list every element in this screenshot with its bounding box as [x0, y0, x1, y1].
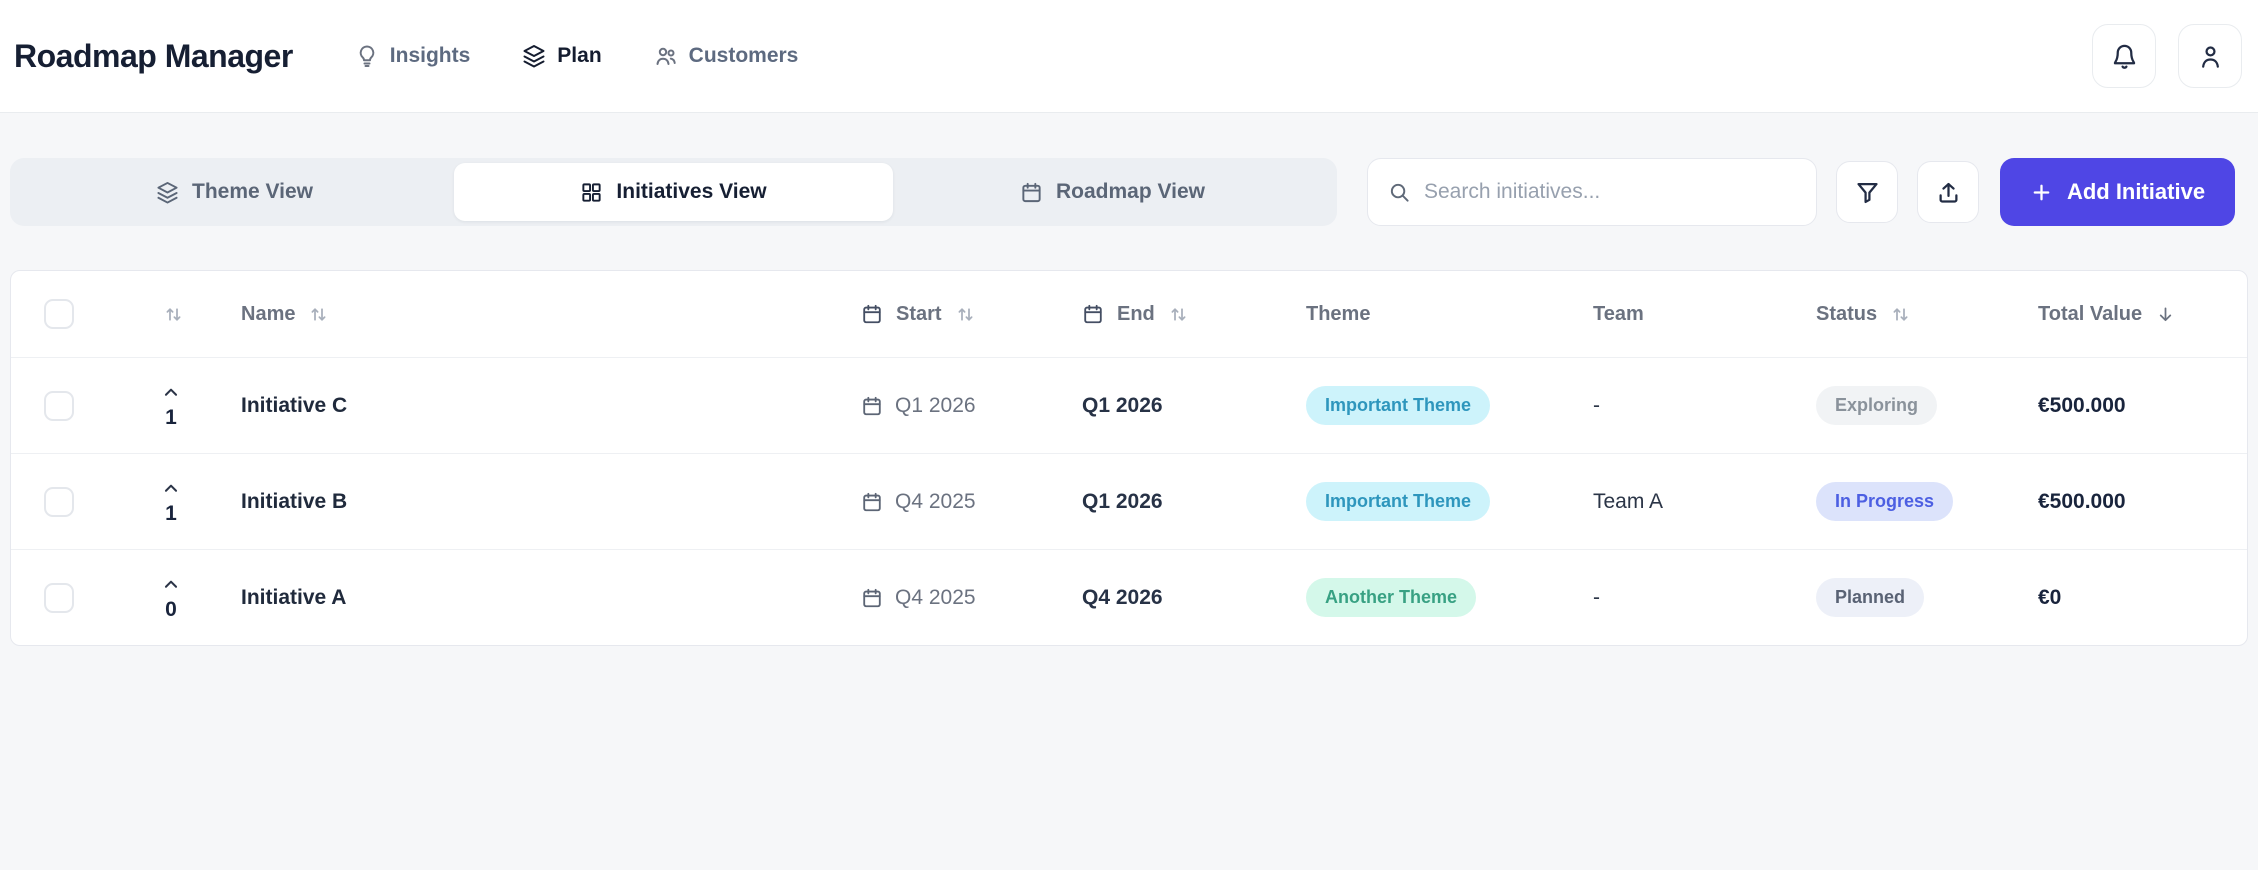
nav-insights-label: Insights — [389, 44, 471, 67]
theme-badge: Important Theme — [1306, 386, 1491, 425]
initiatives-table: Name Start End Theme — [10, 270, 2248, 646]
search-input[interactable] — [1424, 180, 1796, 204]
calendar-icon — [861, 491, 883, 513]
chevron-up-icon — [160, 381, 182, 403]
upvote-button[interactable] — [160, 477, 182, 499]
column-header-total-value[interactable]: Total Value — [2038, 302, 2143, 325]
theme-badge: Another Theme — [1306, 578, 1477, 617]
primary-nav: Insights Plan Customers — [355, 44, 799, 68]
chevron-up-icon — [160, 477, 182, 499]
sort-start-icon[interactable] — [955, 304, 976, 325]
nav-insights[interactable]: Insights — [355, 44, 471, 68]
tab-roadmap-view-label: Roadmap View — [1056, 180, 1205, 203]
team-name: Team A — [1593, 489, 1664, 513]
notifications-button[interactable] — [2092, 24, 2156, 88]
initiative-name[interactable]: Initiative B — [241, 489, 348, 513]
tab-initiatives-view[interactable]: Initiatives View — [454, 163, 893, 221]
table-row: 1 Initiative C Q1 2026 Q1 2026 Important… — [11, 357, 2247, 453]
total-value: €0 — [2038, 585, 2062, 609]
row-checkbox[interactable] — [44, 486, 74, 517]
view-tabs: Theme View Initiatives View Roadmap View — [10, 158, 1337, 226]
initiative-name[interactable]: Initiative C — [241, 393, 348, 417]
select-all-checkbox[interactable] — [44, 299, 74, 329]
upvote-button[interactable] — [160, 573, 182, 595]
toolbar: Theme View Initiatives View Roadmap View — [10, 158, 2248, 226]
team-name: - — [1593, 585, 1600, 609]
search-box — [1367, 158, 1817, 226]
vote-count: 1 — [165, 406, 177, 429]
team-name: - — [1593, 393, 1600, 417]
nav-customers[interactable]: Customers — [654, 44, 799, 68]
end-quarter: Q4 2026 — [1082, 585, 1163, 609]
column-header-end[interactable]: End — [1117, 302, 1155, 325]
status-badge: Planned — [1816, 578, 1925, 617]
lightbulb-icon — [355, 44, 379, 68]
layers-icon — [522, 44, 546, 68]
sort-votes-icon[interactable] — [163, 304, 184, 325]
status-badge: Exploring — [1816, 386, 1938, 425]
top-navbar: Roadmap Manager Insights Plan Customers — [0, 0, 2258, 113]
column-header-status[interactable]: Status — [1816, 302, 1878, 325]
column-header-start[interactable]: Start — [896, 302, 942, 325]
nav-plan[interactable]: Plan — [522, 44, 602, 68]
tab-theme-view[interactable]: Theme View — [15, 163, 454, 221]
sort-end-icon[interactable] — [1168, 304, 1189, 325]
nav-plan-label: Plan — [557, 44, 602, 67]
initiative-name[interactable]: Initiative A — [241, 585, 347, 609]
chevron-up-icon — [160, 573, 182, 595]
calendar-icon — [861, 587, 883, 609]
add-initiative-label: Add Initiative — [2066, 179, 2206, 204]
column-header-team: Team — [1593, 302, 1644, 325]
funnel-icon — [1854, 179, 1881, 206]
calendar-icon — [1020, 181, 1043, 204]
upload-icon — [1935, 179, 1962, 206]
vote-count: 0 — [165, 598, 177, 621]
nav-customers-label: Customers — [688, 44, 799, 67]
account-button[interactable] — [2178, 24, 2242, 88]
total-value: €500.000 — [2038, 393, 2126, 417]
tab-roadmap-view[interactable]: Roadmap View — [893, 163, 1332, 221]
tab-initiatives-view-label: Initiatives View — [616, 180, 767, 203]
vote-count: 1 — [165, 502, 177, 525]
user-icon — [2197, 43, 2224, 70]
end-quarter: Q1 2026 — [1082, 393, 1163, 417]
row-checkbox[interactable] — [44, 390, 74, 421]
upvote-button[interactable] — [160, 381, 182, 403]
export-button[interactable] — [1917, 161, 1979, 223]
start-quarter: Q1 2026 — [895, 393, 976, 417]
table-header-row: Name Start End Theme — [11, 271, 2247, 357]
sort-total-value-desc-icon[interactable] — [2155, 304, 2176, 325]
layers-icon — [156, 181, 179, 204]
row-checkbox[interactable] — [44, 582, 74, 613]
sort-name-icon[interactable] — [308, 304, 329, 325]
theme-badge: Important Theme — [1306, 482, 1491, 521]
users-icon — [654, 44, 678, 68]
start-quarter: Q4 2025 — [895, 489, 976, 513]
calendar-icon — [861, 303, 883, 325]
column-header-theme: Theme — [1306, 302, 1371, 325]
column-header-name[interactable]: Name — [241, 302, 296, 325]
filter-button[interactable] — [1836, 161, 1898, 223]
calendar-icon — [861, 395, 883, 417]
start-quarter: Q4 2025 — [895, 585, 976, 609]
search-icon — [1388, 181, 1411, 204]
table-row: 1 Initiative B Q4 2025 Q1 2026 Important… — [11, 453, 2247, 549]
table-row: 0 Initiative A Q4 2025 Q4 2026 Another T… — [11, 549, 2247, 645]
total-value: €500.000 — [2038, 489, 2126, 513]
app-title: Roadmap Manager — [14, 37, 293, 74]
add-initiative-button[interactable]: Add Initiative — [2000, 158, 2235, 226]
status-badge: In Progress — [1816, 482, 1954, 521]
bell-icon — [2111, 43, 2138, 70]
plus-icon — [2030, 181, 2053, 204]
calendar-icon — [1082, 303, 1104, 325]
end-quarter: Q1 2026 — [1082, 489, 1163, 513]
tab-theme-view-label: Theme View — [192, 180, 313, 203]
grid-icon — [580, 181, 603, 204]
sort-status-icon[interactable] — [1890, 304, 1911, 325]
nav-actions — [2092, 24, 2244, 88]
